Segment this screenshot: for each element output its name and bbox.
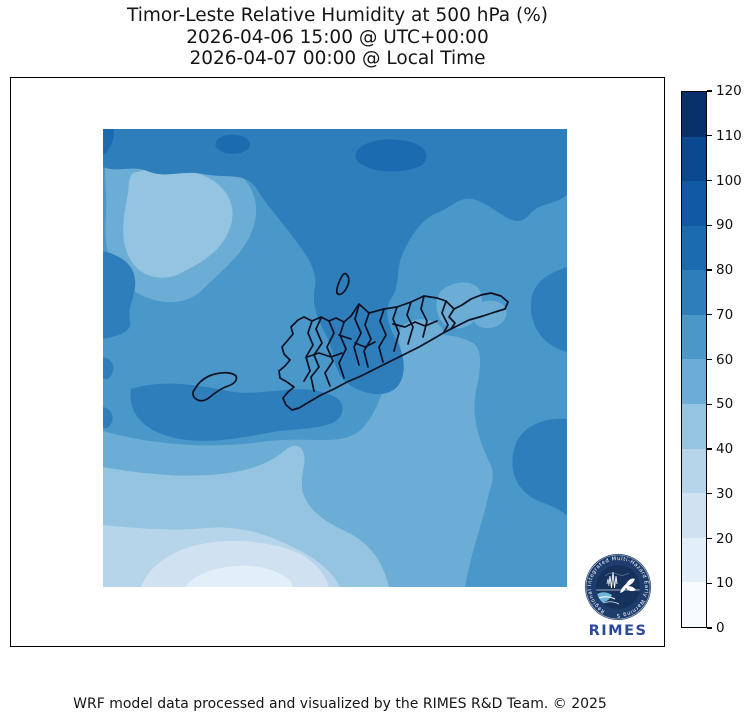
southwest-island-outline (192, 371, 238, 402)
colorbar-tick-mark (707, 448, 712, 450)
colorbar-segment (682, 225, 706, 271)
colorbar-segment (682, 582, 706, 627)
colorbar-segment (682, 359, 706, 405)
colorbar-segment (682, 537, 706, 583)
map-panel: Regional Integrated Multi-Hazard Early W… (10, 77, 665, 647)
colorbar-tick-mark (707, 627, 712, 629)
contour-band-40-50 (123, 168, 233, 278)
rimes-logo-text: RIMES (588, 623, 648, 639)
contour-band-70-80 (103, 407, 113, 429)
contour-band-70-80 (103, 357, 114, 380)
colorbar-segment (682, 493, 706, 538)
chart-subtitle-local: 2026-04-07 00:00 @ Local Time (189, 48, 486, 69)
contour-band-70-80 (103, 251, 136, 339)
colorbar-segment (682, 181, 706, 226)
rimes-logo: Regional Integrated Multi-Hazard Early W… (581, 550, 655, 642)
colorbar-tick-mark (707, 493, 712, 495)
bird-glyph (620, 578, 636, 593)
colorbar-segment (682, 136, 706, 182)
colorbar-tick-mark (707, 90, 712, 92)
contour-band-70-80 (103, 129, 567, 395)
colorbar-tick-mark (707, 224, 712, 226)
colorbar-tick-label: 100 (716, 172, 742, 189)
colorbar-tick-label: 10 (716, 575, 734, 592)
colorbar-tick-mark (707, 314, 712, 316)
colorbar-segments (681, 91, 707, 628)
colorbar-tick-label: 50 (716, 396, 734, 413)
municipality-boundaries (303, 295, 456, 392)
contour-band-80-90 (355, 139, 427, 172)
colorbar-tick-mark (707, 358, 712, 361)
seismograph-glyph (606, 571, 618, 589)
colorbar-segment (682, 448, 706, 494)
humidity-contour-map (103, 129, 567, 587)
colorbar-tick-mark (707, 269, 712, 271)
colorbar-ticks: 0 10 20 30 40 50 60 70 80 90 100 110 120 (707, 83, 751, 636)
title-block: Timor-Leste Relative Humidity at 500 hPa… (10, 5, 665, 70)
contour-band-70-80 (530, 267, 567, 352)
contour-band-50-60 (436, 282, 482, 329)
colorbar-tick-label: 40 (716, 441, 734, 457)
colorbar-segment (682, 314, 706, 360)
colorbar-segment (682, 270, 706, 315)
colorbar-tick-label: 0 (716, 620, 725, 636)
rimes-logo-emblem: Regional Integrated Multi-Hazard Early W… (581, 550, 651, 620)
colorbar-tick-label: 20 (716, 530, 734, 547)
colorbar-tick-mark (707, 179, 712, 182)
colorbar-tick-label: 30 (716, 485, 734, 502)
contour-band-80-90 (215, 134, 250, 154)
contour-band-70-80 (512, 418, 567, 516)
atauro-island-outline (335, 272, 350, 296)
colorbar-tick-label: 80 (716, 262, 734, 278)
colorbar: 0 10 20 30 40 50 60 70 80 90 100 110 120 (681, 83, 751, 636)
contour-band-80-90 (103, 129, 115, 155)
colorbar-tick-label: 60 (716, 351, 734, 368)
chart-title: Timor-Leste Relative Humidity at 500 hPa… (126, 5, 549, 26)
colorbar-segment (682, 404, 706, 449)
colorbar-tick-mark (707, 135, 712, 137)
footer-credit: WRF model data processed and visualized … (73, 696, 607, 712)
colorbar-tick-label: 70 (716, 306, 734, 323)
colorbar-tick-label: 110 (716, 127, 742, 144)
colorbar-segment (682, 92, 706, 137)
colorbar-tick-label: 120 (716, 83, 742, 99)
contour-band-70-80 (130, 383, 343, 441)
colorbar-tick-mark (707, 537, 712, 540)
colorbar-tick-mark (707, 403, 712, 405)
colorbar-tick-label: 90 (716, 217, 734, 234)
chart-subtitle-utc: 2026-04-06 15:00 @ UTC+00:00 (186, 26, 489, 48)
colorbar-tick-mark (707, 582, 712, 584)
contour-band-10-20 (185, 565, 293, 587)
